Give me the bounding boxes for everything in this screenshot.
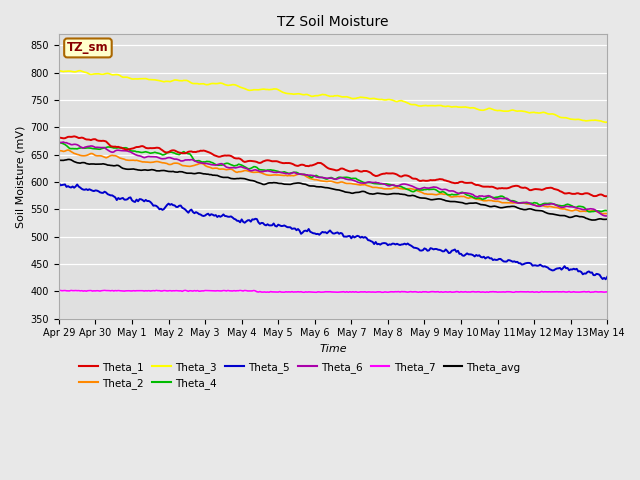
Legend: Theta_1, Theta_2, Theta_3, Theta_4, Theta_5, Theta_6, Theta_7, Theta_avg: Theta_1, Theta_2, Theta_3, Theta_4, Thet…	[75, 358, 525, 393]
Theta_5	[55, 180, 63, 186]
Text: TZ_sm: TZ_sm	[67, 41, 109, 54]
Theta_2	[369, 184, 376, 190]
Theta_2	[159, 160, 166, 166]
X-axis label: Time: Time	[319, 344, 347, 354]
Theta_7	[387, 289, 395, 295]
Theta_1	[387, 170, 395, 176]
Theta_5	[367, 239, 375, 244]
Theta_4	[159, 152, 166, 158]
Theta_avg	[159, 168, 166, 173]
Theta_7	[604, 289, 611, 295]
Theta_1	[538, 187, 545, 193]
Theta_4	[56, 140, 64, 145]
Theta_6	[604, 213, 611, 219]
Theta_2	[604, 211, 611, 216]
Theta_2	[64, 147, 72, 153]
Theta_6	[72, 142, 79, 147]
Theta_1	[369, 172, 376, 178]
Theta_7	[538, 288, 545, 294]
Theta_3	[602, 120, 609, 125]
Theta_3	[55, 68, 63, 73]
Theta_2	[599, 211, 607, 216]
Theta_5	[536, 262, 544, 267]
Theta_6	[159, 156, 166, 162]
Theta_6	[387, 182, 395, 188]
Theta_2	[399, 186, 407, 192]
Line: Theta_3: Theta_3	[59, 71, 607, 122]
Theta_5	[70, 185, 78, 191]
Theta_2	[538, 203, 545, 208]
Theta_3	[536, 110, 544, 116]
Theta_avg	[64, 156, 72, 162]
Theta_7	[70, 288, 78, 294]
Theta_4	[72, 146, 79, 152]
Theta_6	[55, 140, 63, 146]
Theta_4	[604, 208, 611, 214]
Y-axis label: Soil Moisture (mV): Soil Moisture (mV)	[15, 125, 25, 228]
Theta_1	[604, 193, 611, 199]
Theta_2	[387, 186, 395, 192]
Theta_5	[157, 206, 164, 212]
Theta_6	[60, 139, 67, 145]
Theta_avg	[589, 217, 597, 223]
Theta_5	[385, 241, 393, 247]
Theta_7	[399, 289, 407, 295]
Theta_1	[602, 193, 609, 199]
Theta_avg	[387, 191, 395, 197]
Line: Theta_1: Theta_1	[59, 136, 607, 196]
Theta_avg	[369, 191, 376, 197]
Theta_7	[369, 289, 376, 295]
Theta_1	[55, 135, 63, 141]
Theta_1	[159, 147, 166, 153]
Theta_4	[399, 185, 407, 191]
Line: Theta_4: Theta_4	[59, 143, 607, 212]
Theta_7	[587, 289, 595, 295]
Theta_3	[367, 96, 375, 102]
Theta_4	[55, 140, 63, 146]
Line: Theta_avg: Theta_avg	[59, 159, 607, 220]
Theta_3	[604, 119, 611, 125]
Theta_avg	[399, 192, 407, 197]
Theta_6	[399, 181, 407, 187]
Theta_1	[399, 173, 407, 179]
Theta_4	[538, 202, 545, 207]
Theta_3	[157, 78, 164, 84]
Theta_5	[604, 274, 611, 280]
Theta_3	[385, 96, 393, 102]
Theta_avg	[538, 208, 545, 214]
Theta_7	[182, 288, 189, 293]
Theta_5	[397, 241, 405, 247]
Line: Theta_2: Theta_2	[59, 150, 607, 214]
Theta_2	[72, 151, 79, 156]
Theta_avg	[72, 159, 79, 165]
Theta_6	[369, 180, 376, 185]
Theta_avg	[55, 157, 63, 163]
Title: TZ Soil Moisture: TZ Soil Moisture	[277, 15, 388, 29]
Theta_1	[70, 133, 78, 139]
Theta_4	[387, 182, 395, 188]
Theta_2	[55, 148, 63, 154]
Line: Theta_7: Theta_7	[59, 290, 607, 292]
Theta_4	[369, 180, 376, 186]
Line: Theta_6: Theta_6	[59, 142, 607, 216]
Theta_avg	[604, 216, 611, 222]
Theta_3	[70, 69, 78, 75]
Theta_5	[602, 276, 609, 282]
Theta_4	[587, 209, 595, 215]
Theta_6	[538, 203, 545, 208]
Theta_7	[157, 288, 164, 294]
Theta_7	[55, 288, 63, 293]
Theta_3	[397, 98, 405, 104]
Line: Theta_5: Theta_5	[59, 183, 607, 279]
Theta_1	[72, 134, 79, 140]
